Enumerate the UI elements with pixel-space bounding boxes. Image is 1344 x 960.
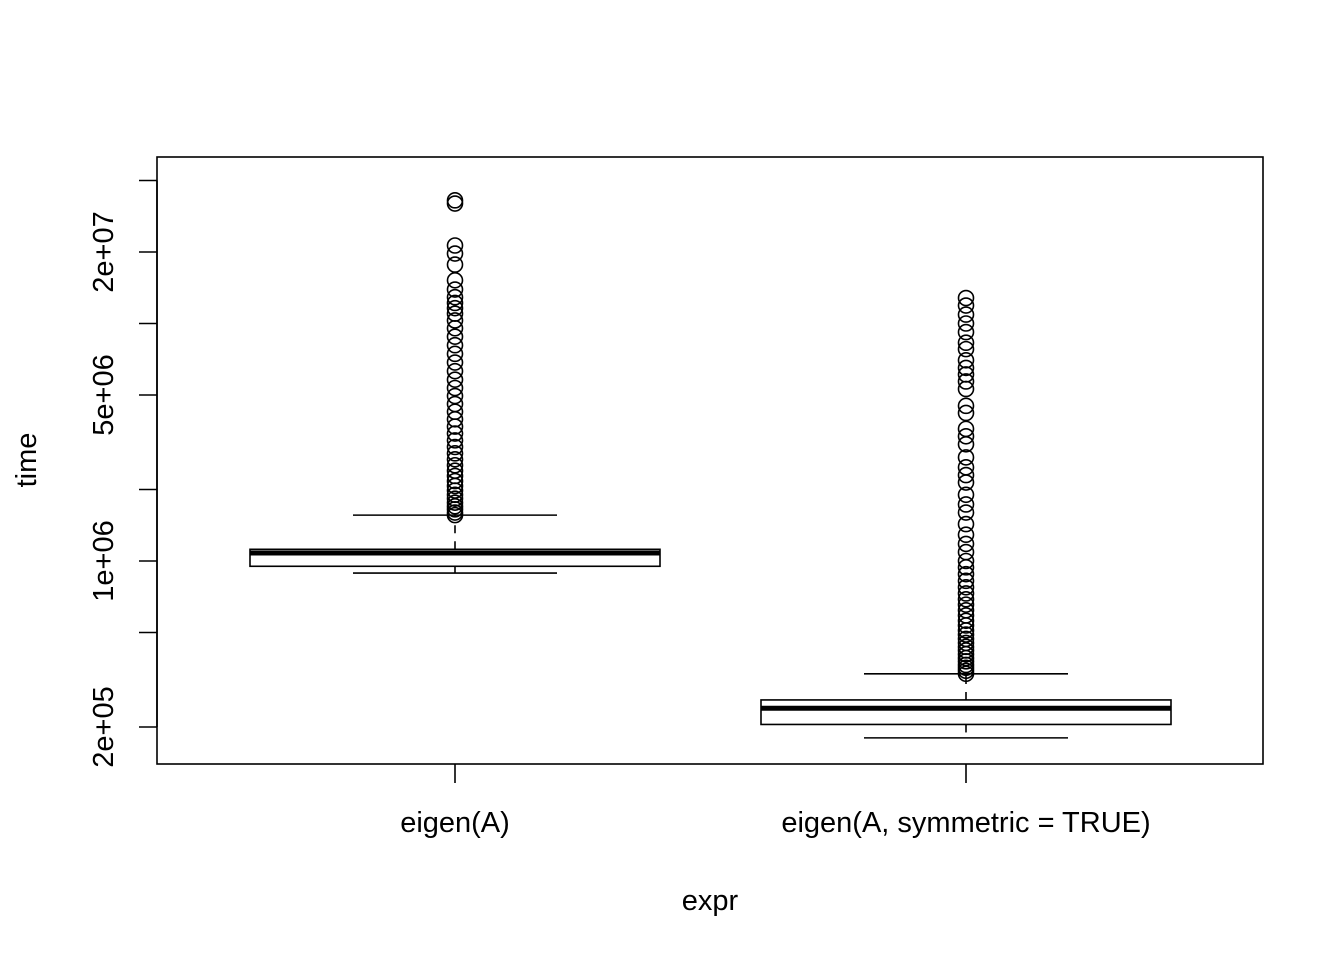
outlier-point [446, 438, 464, 456]
boxes-group [249, 192, 1172, 739]
outlier-point [957, 397, 975, 415]
outlier-point [446, 345, 464, 363]
x-axis-label: expr [682, 885, 739, 917]
outlier-point [446, 462, 464, 479]
outlier-point [957, 504, 975, 521]
outlier-point [446, 192, 464, 209]
outlier-point [957, 306, 975, 323]
outlier-point [446, 371, 464, 388]
outlier-point [446, 456, 464, 474]
outlier-point [957, 515, 975, 533]
y-tick-label: 2e+07 [88, 211, 120, 292]
outlier-point [446, 472, 464, 490]
x-tick-label: eigen(A, symmetric = TRUE) [781, 807, 1150, 839]
outlier-point [957, 366, 975, 383]
outlier-point [957, 449, 975, 466]
outlier-point [446, 467, 464, 485]
outlier-point [957, 359, 975, 377]
outlier-point [957, 459, 975, 476]
outlier-point [446, 494, 464, 511]
outlier-point [957, 585, 975, 602]
outlier-point [957, 315, 975, 332]
outlier-point [446, 195, 464, 212]
outlier-point [957, 297, 975, 314]
outlier-point [957, 578, 975, 596]
outlier-point [957, 638, 975, 656]
outlier-point [957, 630, 975, 648]
y-axis: 2e+05 1e+06 5e+06 2e+07 [88, 179, 158, 768]
outlier-point [446, 395, 464, 413]
outlier-point [446, 336, 464, 354]
outlier-point [957, 526, 975, 544]
plot-frame [156, 156, 1264, 765]
outlier-point [957, 486, 975, 504]
outlier-point [446, 312, 464, 329]
outlier-point [446, 288, 464, 306]
outlier-point [957, 496, 975, 513]
outlier-point [957, 634, 975, 652]
outlier-point [957, 323, 975, 341]
outlier-point [446, 245, 464, 262]
outlier-point [957, 289, 975, 307]
outlier-point [446, 237, 464, 254]
outlier-point [446, 328, 464, 345]
outlier-point [957, 612, 975, 630]
outlier-point [446, 354, 464, 371]
outlier-point [446, 362, 464, 380]
outlier-point [446, 387, 464, 405]
y-tick-label: 5e+06 [88, 354, 120, 435]
outlier-point [446, 305, 464, 322]
outlier-point [957, 590, 975, 608]
outlier-point [957, 351, 975, 369]
y-tick-label: 1e+06 [88, 520, 120, 601]
outlier-point [957, 626, 975, 643]
outlier-point [957, 334, 975, 352]
outlier-point [957, 466, 975, 484]
outlier-point [957, 572, 975, 590]
x-tick-label: eigen(A) [400, 807, 510, 839]
outlier-point [957, 535, 975, 553]
y-axis-label: time [11, 433, 43, 488]
outlier-point [446, 486, 464, 504]
x-axis: eigen(A) eigen(A, symmetric = TRUE) [400, 764, 1151, 839]
outlier-point [957, 607, 975, 624]
outlier-point [957, 373, 975, 390]
outlier-point [957, 602, 975, 619]
outlier-point [957, 565, 975, 583]
outlier-point [446, 379, 464, 397]
outlier-point [446, 294, 464, 312]
outlier-point [957, 543, 975, 561]
outlier-point [957, 427, 975, 445]
box-group-0 [249, 192, 661, 574]
outlier-point [957, 404, 975, 422]
outlier-point [957, 420, 975, 438]
outlier-point [446, 432, 464, 449]
outlier-point [446, 256, 464, 273]
outlier-point [957, 596, 975, 613]
outlier-point [446, 299, 464, 317]
outlier-point [446, 445, 464, 462]
outlier-point [446, 490, 464, 507]
outlier-point [446, 281, 464, 298]
outlier-point [957, 340, 975, 358]
box-iqr [760, 699, 1172, 726]
box-group-1 [760, 289, 1172, 739]
outlier-point [446, 451, 464, 468]
outlier-point [957, 552, 975, 570]
outlier-point [446, 272, 464, 289]
outlier-point [957, 642, 975, 659]
y-tick-label: 2e+05 [88, 686, 120, 767]
